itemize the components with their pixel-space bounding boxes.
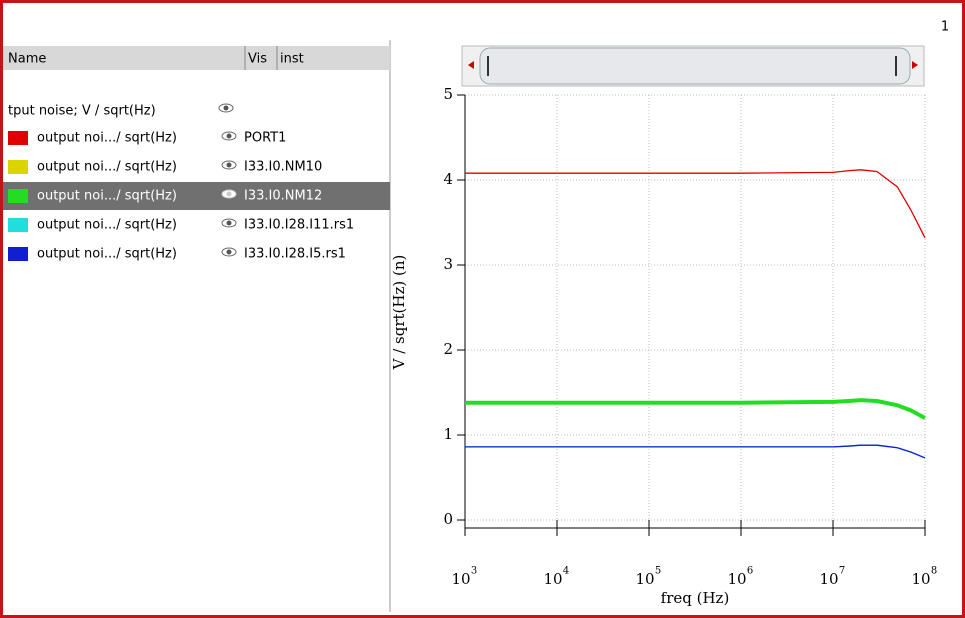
signal-inst[interactable]: I33.I0.I28.I5.rs1 [244, 247, 346, 262]
column-header[interactable]: inst [280, 52, 304, 67]
color-swatch [8, 160, 28, 174]
x-tick-label: 10 [543, 570, 562, 588]
signal-name[interactable]: output noi.../ sqrt(Hz) [37, 160, 177, 175]
signal-inst[interactable]: I33.I0.NM12 [244, 189, 322, 204]
y-axis-label: V / sqrt(Hz) (n) [390, 255, 408, 371]
series-line [465, 398, 926, 420]
x-tick-label: 10 [635, 570, 654, 588]
visibility-pupil [226, 162, 232, 168]
signal-inst[interactable]: I33.I0.I28.I11.rs1 [244, 218, 354, 233]
group-label[interactable]: tput noise; V / sqrt(Hz) [8, 104, 156, 119]
y-tick-label: 4 [443, 170, 453, 188]
visibility-pupil [226, 249, 232, 255]
column-header[interactable]: Name [8, 52, 46, 67]
x-tick-exponent: 4 [563, 566, 569, 577]
selected-row [3, 182, 390, 210]
x-axis-label: freq (Hz) [661, 589, 730, 607]
signal-name[interactable]: output noi.../ sqrt(Hz) [37, 131, 177, 146]
scrollbar-thumb[interactable] [479, 47, 911, 85]
x-tick-exponent: 6 [747, 566, 753, 577]
y-tick-label: 3 [443, 255, 453, 273]
table-header [3, 46, 390, 70]
column-header[interactable]: Vis [248, 52, 267, 67]
scroll-left[interactable] [468, 61, 474, 69]
x-tick-label: 10 [451, 570, 470, 588]
visibility-pupil [223, 105, 229, 111]
visibility-pupil [226, 220, 232, 226]
y-tick-label: 2 [443, 340, 453, 358]
color-swatch [8, 247, 28, 261]
signal-name[interactable]: output noi.../ sqrt(Hz) [37, 189, 177, 204]
signal-name[interactable]: output noi.../ sqrt(Hz) [37, 247, 177, 262]
y-tick-label: 0 [443, 510, 453, 528]
signal-inst[interactable]: I33.I0.NM10 [244, 160, 322, 175]
x-tick-label: 10 [911, 570, 930, 588]
page-number: 1 [941, 20, 949, 35]
x-tick-exponent: 3 [471, 566, 477, 577]
signal-inst[interactable]: PORT1 [244, 131, 286, 146]
y-tick-label: 5 [443, 85, 453, 103]
x-tick-exponent: 8 [931, 566, 937, 577]
signal-name[interactable]: output noi.../ sqrt(Hz) [37, 218, 177, 233]
series-line [465, 444, 926, 459]
color-swatch [8, 131, 28, 145]
y-tick-label: 1 [443, 425, 453, 443]
x-tick-exponent: 5 [655, 566, 661, 577]
series-line [465, 169, 926, 239]
color-swatch [8, 218, 28, 232]
scroll-right[interactable] [912, 61, 918, 69]
viewer: 1 Name Vis inst tput noise; V / sqrt(Hz)… [3, 20, 949, 612]
x-tick-label: 10 [819, 570, 838, 588]
visibility-pupil [226, 133, 232, 139]
x-tick-exponent: 7 [839, 566, 845, 577]
color-swatch [8, 189, 28, 203]
x-tick-label: 10 [727, 570, 746, 588]
visibility-pupil [226, 191, 232, 197]
